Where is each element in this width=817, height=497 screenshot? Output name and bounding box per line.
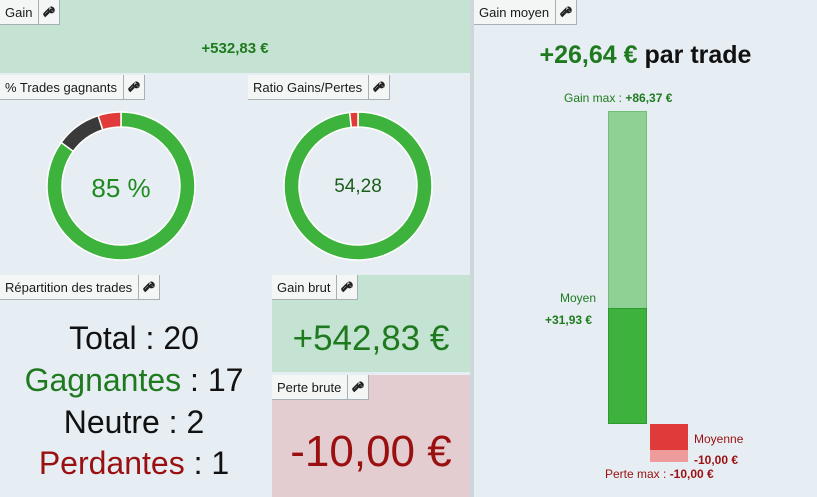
repartition-title: Répartition des trades	[0, 275, 140, 299]
moyenne-label: Moyenne	[694, 432, 744, 446]
perte-brute-title: Perte brute	[272, 375, 349, 399]
gain-brut-value: +542,83 €	[292, 319, 450, 358]
loss-max-bar	[650, 450, 688, 462]
repartition-value: 20	[163, 320, 199, 356]
repartition-value: 1	[211, 445, 230, 481]
gain-max-value: +86,37 €	[625, 91, 673, 105]
wrench-icon[interactable]	[39, 0, 59, 24]
ratio-header: Ratio Gains/Pertes	[248, 75, 391, 100]
repartition-sep: :	[181, 362, 208, 398]
gain-value: +532,83 €	[201, 40, 269, 57]
repartition-sep: :	[159, 404, 187, 440]
gain-avg-bar	[608, 308, 647, 424]
gain-max-label-text: Gain max :	[564, 91, 626, 105]
repartition-label: Perdantes	[38, 445, 185, 481]
wrench-icon[interactable]	[139, 275, 159, 299]
repartition-value: 2	[186, 404, 205, 440]
repartition-panel: Répartition des trades Total : 20 Gagnant…	[0, 275, 268, 497]
trades-gagnants-center: 85 %	[91, 173, 151, 203]
moyen-value: +31,93 €	[545, 313, 593, 327]
repartition-header: Répartition des trades	[0, 275, 161, 300]
trades-gagnants-slice-loss	[97, 111, 122, 131]
wrench-icon[interactable]	[556, 0, 576, 24]
perte-max-value: -10,00 €	[669, 467, 714, 481]
gain-moyen-header: Gain moyen	[474, 0, 578, 25]
perte-brute-header: Perte brute	[272, 375, 370, 400]
gain-moyen-title: Gain moyen	[474, 0, 557, 24]
repartition-row: Gagnantes : 17	[0, 362, 268, 399]
repartition-value: 17	[207, 362, 244, 398]
trades-gagnants-donut	[46, 111, 196, 261]
ratio-donut	[283, 111, 433, 261]
gain-brut-panel: Gain brut +542,83 €	[272, 275, 470, 372]
repartition-row: Perdantes : 1	[0, 445, 268, 482]
repartition-sep: :	[184, 445, 212, 481]
gain-brut-title: Gain brut	[272, 275, 338, 299]
repartition-label: Total	[69, 320, 137, 356]
gain-moyen-panel: Gain moyen +26,64 € par trade Gain max :…	[474, 0, 817, 497]
gain-title: Gain	[0, 0, 40, 24]
ratio-slice-gain	[283, 111, 433, 261]
repartition-label: Gagnantes	[24, 362, 182, 398]
wrench-icon[interactable]	[369, 75, 389, 99]
wrench-icon[interactable]	[124, 75, 144, 99]
trades-gagnants-slice-win	[46, 111, 196, 261]
repartition-row: Total : 20	[0, 320, 268, 357]
wrench-icon[interactable]	[348, 375, 368, 399]
repartition-label: Neutre	[63, 404, 160, 440]
perte-max-label-text: Perte max :	[605, 467, 670, 481]
divider	[470, 0, 474, 497]
moyen-label: Moyen	[560, 291, 597, 305]
loss-avg-bar	[650, 424, 688, 450]
perte-brute-value: -10,00 €	[290, 427, 452, 476]
repartition-row: Neutre : 2	[0, 404, 268, 441]
trades-gagnants-header: % Trades gagnants	[0, 75, 146, 100]
perte-max-label: Perte max : -10,00 €	[605, 467, 714, 481]
gain-moyen-headline: +26,64 € par trade	[474, 41, 817, 70]
perte-brute-panel: Perte brute -10,00 €	[272, 375, 470, 497]
gain-moyen-value: +26,64 €	[539, 41, 638, 69]
trades-gagnants-title: % Trades gagnants	[0, 75, 125, 99]
trades-gagnants-panel: % Trades gagnants 85 %	[0, 75, 246, 272]
ratio-center: 54,28	[334, 176, 382, 197]
repartition-sep: :	[136, 320, 164, 356]
ratio-slice-loss	[348, 111, 359, 129]
gain-max-label: Gain max : +86,37 €	[564, 91, 672, 105]
trades-gagnants-slice-neutral	[60, 114, 104, 153]
gain-panel: Gain +532,83 €	[0, 0, 470, 73]
ratio-panel: Ratio Gains/Pertes 54,28	[248, 75, 470, 272]
moyenne-value: -10,00 €	[694, 453, 739, 467]
gain-moyen-suffix: par trade	[637, 41, 752, 69]
gain-brut-header: Gain brut	[272, 275, 359, 300]
ratio-title: Ratio Gains/Pertes	[248, 75, 370, 99]
wrench-icon[interactable]	[337, 275, 357, 299]
gain-header: Gain	[0, 0, 61, 25]
